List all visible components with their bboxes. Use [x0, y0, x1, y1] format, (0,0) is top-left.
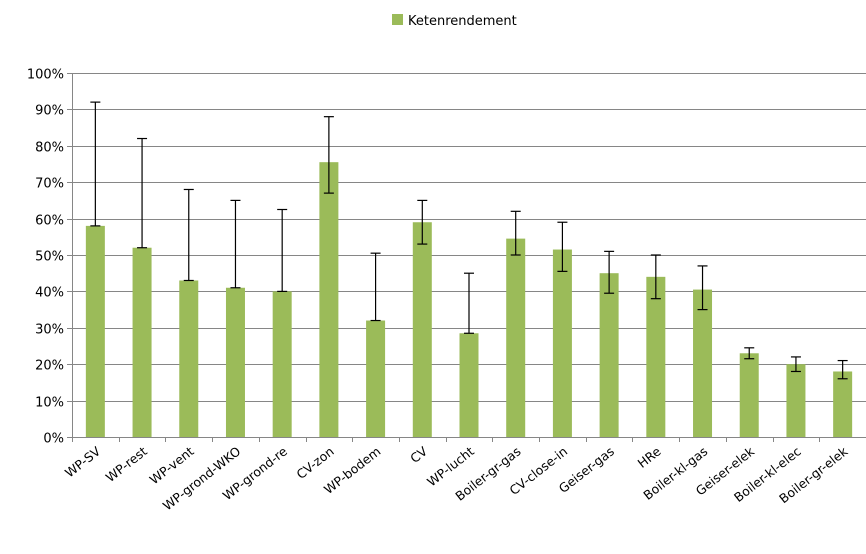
- error-bar: [790, 356, 801, 373]
- bar: [552, 249, 572, 437]
- x-axis-category-labels: WP-SV WP-restWP-ventWP-grond-WKOWP-grond-…: [62, 443, 851, 513]
- y-tick-label: 70%: [35, 177, 64, 192]
- axes: [72, 73, 866, 442]
- error-bar: [230, 199, 241, 289]
- error-bar: [604, 250, 615, 294]
- bar: [319, 162, 339, 437]
- error-bar: [557, 221, 568, 272]
- y-tick-label: 100%: [27, 68, 64, 83]
- error-bar: [183, 188, 194, 282]
- x-category-label: WP-SV: [62, 443, 104, 480]
- error-bar: [137, 137, 148, 249]
- error-bar: [370, 252, 381, 322]
- bar: [366, 320, 386, 437]
- error-bar: [837, 359, 848, 380]
- bar: [85, 225, 105, 437]
- error-bar: [277, 208, 288, 292]
- x-category-label: WP-rest: [103, 443, 150, 484]
- error-bar: [417, 199, 428, 245]
- y-tick-label: 90%: [35, 104, 64, 119]
- bar: [599, 273, 619, 437]
- y-tick-label: 60%: [35, 214, 64, 229]
- bar: [786, 364, 806, 437]
- y-axis-ticks: 0% 10% 20% 30% 40% 50% 60% 70% 80% 90% 100%: [27, 68, 72, 447]
- gridlines: [72, 73, 866, 402]
- legend-swatch: [392, 14, 403, 25]
- y-tick-label: 20%: [35, 359, 64, 374]
- bar: [459, 333, 479, 437]
- error-bar: [323, 116, 334, 194]
- x-category-label: CV: [407, 443, 430, 466]
- error-bar: [464, 272, 474, 334]
- error-bar: [744, 347, 755, 360]
- error-bar: [650, 254, 661, 300]
- x-category-label: HRe: [635, 443, 664, 471]
- bar: [739, 353, 759, 437]
- bar: [179, 280, 199, 437]
- y-tick-label: 50%: [35, 250, 64, 265]
- bar: [412, 222, 432, 437]
- bar: [272, 291, 292, 437]
- bar: [132, 247, 152, 437]
- y-tick-label: 0%: [43, 432, 64, 447]
- bar: [225, 287, 245, 437]
- bar: [506, 238, 526, 437]
- bar: [833, 371, 853, 437]
- y-tick-label: 80%: [35, 141, 64, 156]
- y-tick-label: 10%: [35, 396, 64, 411]
- bar: [646, 276, 666, 437]
- error-bar: [697, 265, 708, 311]
- y-tick-label: 40%: [35, 286, 64, 301]
- error-bar: [90, 101, 101, 227]
- legend: Ketenrendement: [392, 14, 517, 29]
- legend-label: Ketenrendement: [408, 14, 517, 29]
- y-tick-label: 30%: [35, 323, 64, 338]
- bars: [85, 162, 853, 437]
- x-category-label: WP-grond-WKO: [160, 443, 244, 513]
- x-category-label: CV-zon: [293, 444, 336, 482]
- bar: [693, 289, 713, 437]
- error-bar: [510, 210, 521, 256]
- error-bars: [90, 101, 848, 380]
